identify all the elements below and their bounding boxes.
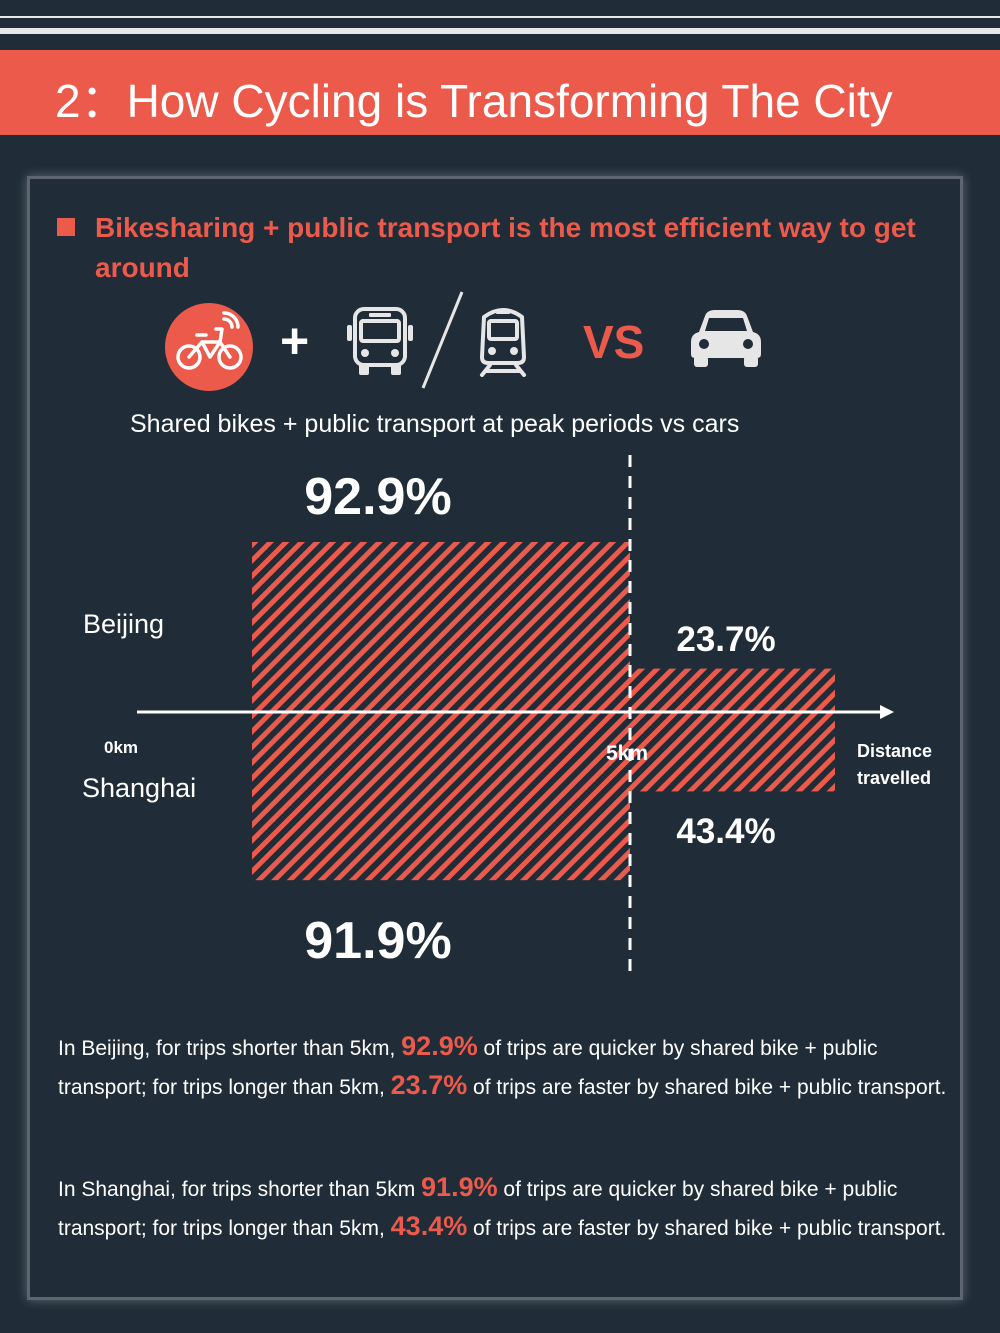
data-label-shanghai-long: 43.4% xyxy=(676,812,775,851)
top-rule-thin xyxy=(0,16,1000,18)
data-label-beijing-long: 23.7% xyxy=(676,620,775,659)
content-panel xyxy=(27,176,963,1300)
beijing-paragraph: In Beijing, for trips shorter than 5km, … xyxy=(58,1028,958,1106)
beijing-text-1: In Beijing, for trips shorter than 5km, xyxy=(58,1037,402,1060)
versus-label: VS xyxy=(583,316,645,368)
bar-beijing-short xyxy=(252,541,630,712)
slash-divider xyxy=(421,291,464,389)
bike-icon xyxy=(165,303,253,391)
bar-beijing-long xyxy=(630,668,835,712)
bar-shanghai-short xyxy=(252,712,630,881)
page-title: 2：How Cycling is Transforming The City xyxy=(55,75,893,127)
beijing-text-2: of trips are quicker by shared bike + pu… xyxy=(58,1037,878,1099)
top-rule-thick xyxy=(0,28,1000,34)
beijing-text-3: of trips are faster by shared bike + pub… xyxy=(467,1076,947,1099)
shanghai-text-3: of trips are faster by shared bike + pub… xyxy=(467,1217,947,1240)
beijing-value-short: 92.9% xyxy=(401,1031,478,1061)
train-icon xyxy=(480,308,526,377)
axis-label-line1: Distance xyxy=(857,741,932,761)
headline: Bikesharing + public transport is the mo… xyxy=(95,212,916,283)
beijing-value-long: 23.7% xyxy=(390,1070,468,1100)
bus-icon xyxy=(347,307,413,375)
header-banner: 2：How Cycling is Transforming The City xyxy=(0,50,1000,135)
diverging-bar-chart: Beijing Shanghai 0km 5km Distance travel… xyxy=(82,455,932,972)
category-label-beijing: Beijing xyxy=(83,609,164,639)
shanghai-value-short: 91.9% xyxy=(421,1172,498,1202)
plus-sign: + xyxy=(280,313,310,369)
shanghai-text-2: of trips are quicker by shared bike + pu… xyxy=(58,1178,898,1240)
car-icon xyxy=(691,310,761,367)
axis-label-line2: travelled xyxy=(857,768,931,788)
bullet-square xyxy=(57,218,75,236)
tick-label-5km: 5km xyxy=(606,742,648,765)
chart-title: Shared bikes + public transport at peak … xyxy=(130,410,740,438)
tick-label-0km: 0km xyxy=(104,738,138,757)
x-axis-arrow xyxy=(880,705,894,719)
shanghai-paragraph: In Shanghai, for trips shorter than 5km … xyxy=(58,1169,958,1247)
shanghai-value-long: 43.4% xyxy=(390,1211,468,1241)
shanghai-text-1: In Shanghai, for trips shorter than 5km xyxy=(58,1178,422,1201)
data-label-beijing-short: 92.9% xyxy=(304,468,451,526)
category-label-shanghai: Shanghai xyxy=(82,773,196,803)
bar-shanghai-long xyxy=(630,712,835,792)
data-label-shanghai-short: 91.9% xyxy=(304,912,451,970)
